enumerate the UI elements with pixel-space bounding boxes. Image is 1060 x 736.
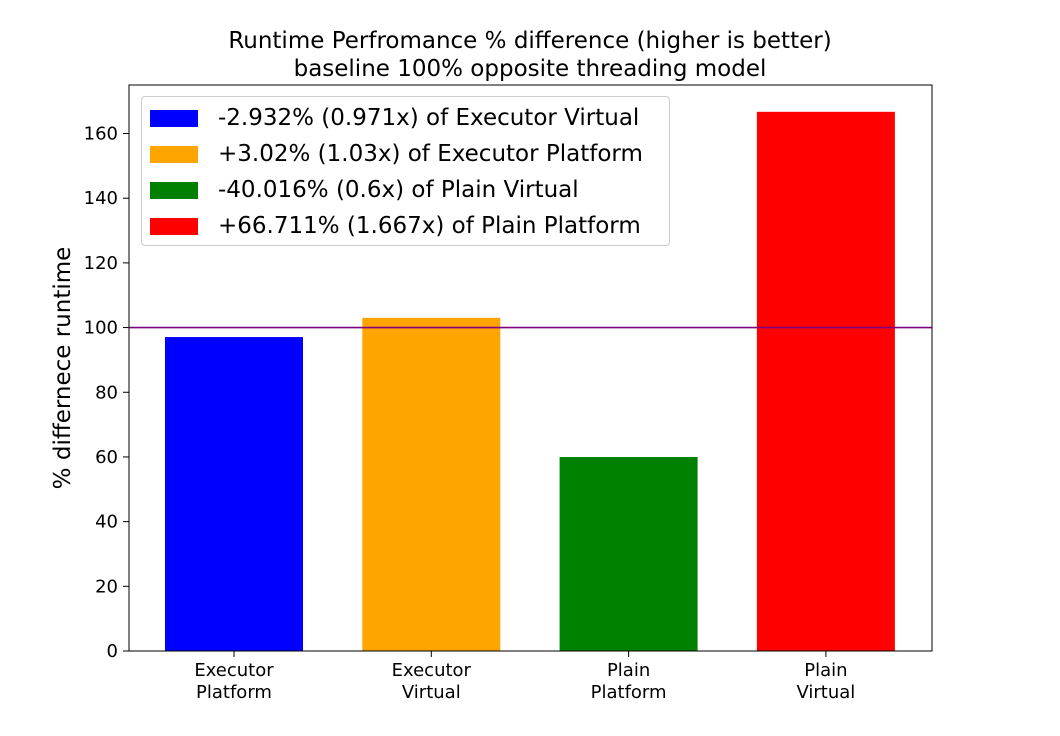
legend-label: -40.016% (0.6x) of Plain Virtual: [218, 177, 579, 203]
y-tick-label: 160: [84, 124, 118, 145]
y-tick-label: 20: [95, 576, 118, 597]
bar-3: [756, 111, 895, 652]
y-tick-label: 100: [84, 318, 118, 339]
y-tick-label: 0: [107, 641, 118, 662]
legend-label: -2.932% (0.971x) of Executor Virtual: [218, 105, 640, 131]
chart-title: Runtime Perfromance % difference (higher…: [228, 28, 832, 54]
y-axis-label: % differnece runtime: [50, 247, 76, 490]
x-tick-label: Platform: [196, 682, 272, 703]
y-tick-label: 80: [95, 382, 118, 403]
x-tick-label: Plain: [804, 660, 847, 681]
y-tick-label: 120: [84, 253, 118, 274]
chart-legend: -2.932% (0.971x) of Executor Virtual +3.0…: [141, 96, 670, 246]
x-tick-label: Executor: [392, 660, 472, 681]
bar-0: [165, 337, 303, 651]
legend-swatch: [150, 109, 198, 127]
y-tick-label: 140: [84, 188, 118, 209]
x-tick-label: Executor: [194, 660, 274, 681]
legend-label: +66.711% (1.667x) of Plain Platform: [218, 213, 641, 239]
y-tick-label: 60: [95, 447, 118, 468]
bar-1: [362, 317, 501, 651]
legend-item: -2.932% (0.971x) of Executor Virtual: [150, 103, 639, 133]
plot-frame: [128, 84, 933, 652]
legend-swatch: [150, 217, 198, 235]
x-tick-label: Virtual: [402, 682, 461, 703]
x-tick-label: Platform: [591, 682, 667, 703]
bar-2: [559, 456, 698, 651]
legend-item: -40.016% (0.6x) of Plain Virtual: [150, 175, 579, 205]
legend-item: +66.711% (1.667x) of Plain Platform: [150, 211, 641, 241]
x-tick-label: Virtual: [796, 682, 855, 703]
legend-label: +3.02% (1.03x) of Executor Platform: [218, 141, 643, 167]
chart-subtitle: baseline 100% opposite threading model: [293, 56, 767, 82]
x-tick-label: Plain: [607, 660, 650, 681]
legend-swatch: [150, 181, 198, 199]
y-tick-label: 40: [95, 512, 118, 533]
legend-swatch: [150, 145, 198, 163]
legend-item: +3.02% (1.03x) of Executor Platform: [150, 139, 643, 169]
